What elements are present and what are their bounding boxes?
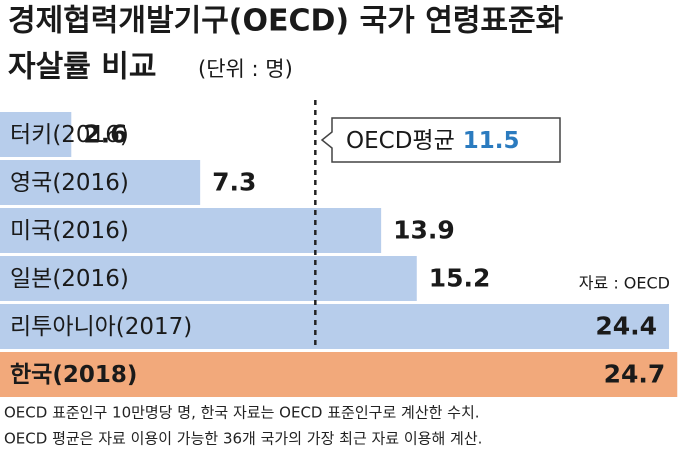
category-label: 미국(2016): [10, 218, 129, 244]
chart-title: 자살률 비교: [8, 50, 156, 85]
bar: [0, 352, 678, 397]
value-label: 7.3: [212, 168, 256, 197]
footnote: OECD 표준인구 10만명당 명, 한국 자료는 OECD 표준인구로 계산한…: [4, 404, 480, 422]
bar: [0, 112, 72, 157]
value-label: 2.6: [83, 120, 127, 149]
average-value: 11.5: [463, 128, 520, 154]
value-label: 24.7: [604, 360, 666, 389]
bar: [0, 304, 670, 349]
source: 자료 : OECD: [579, 274, 670, 293]
average-label: OECD평균 11.5: [346, 128, 519, 154]
bar: [0, 208, 382, 253]
unit-label: (단위 : 명): [198, 57, 293, 81]
bar: [0, 160, 201, 205]
bar: [0, 256, 417, 301]
category-label: 일본(2016): [10, 266, 129, 292]
average-name: OECD평균: [346, 128, 455, 154]
value-label: 24.4: [595, 312, 657, 341]
category-label: 리투아니아(2017): [10, 314, 192, 340]
category-label: 터키(2016): [10, 122, 129, 148]
chart-title: 경제협력개발기구(OECD) 국가 연령표준화: [8, 4, 564, 39]
footnote: OECD 평균은 자료 이용이 가능한 36개 국가의 가장 최근 자료 이용해…: [4, 430, 482, 448]
value-label: 15.2: [429, 264, 491, 293]
value-label: 13.9: [393, 216, 455, 245]
category-label: 영국(2016): [10, 170, 129, 196]
category-label: 한국(2018): [10, 362, 137, 388]
callout-box: [320, 117, 561, 163]
